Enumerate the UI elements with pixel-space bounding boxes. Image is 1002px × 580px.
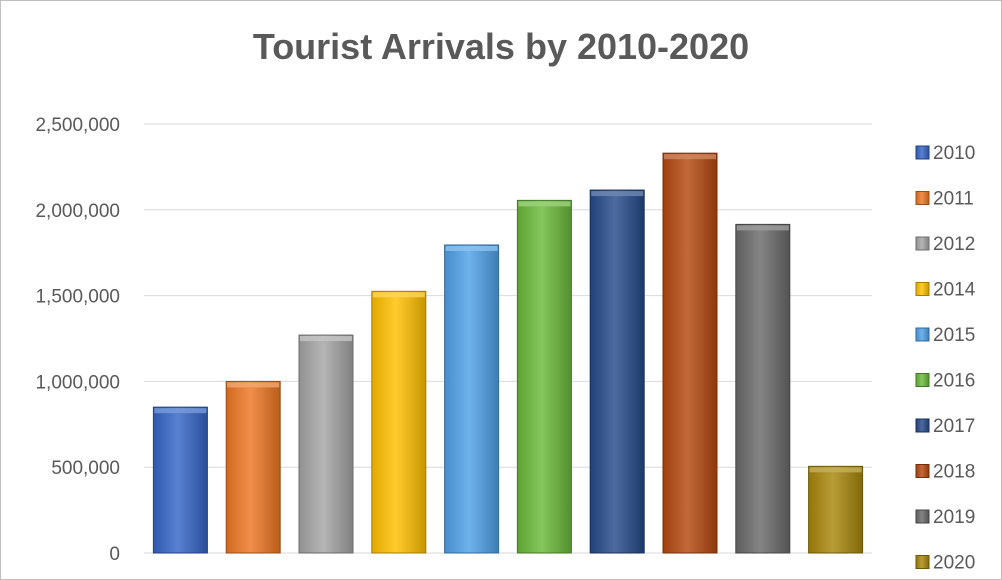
bar-bevel bbox=[736, 225, 789, 231]
bar-2018 bbox=[662, 152, 718, 554]
legend-swatch bbox=[915, 464, 930, 478]
bar bbox=[444, 244, 500, 554]
legend-label: 2010 bbox=[933, 143, 975, 164]
bar-bevel bbox=[154, 408, 207, 414]
bar-bevel bbox=[227, 382, 280, 388]
y-tick-label: 2,500,000 bbox=[35, 115, 120, 136]
legend-swatch bbox=[915, 236, 930, 251]
legend-label: 2014 bbox=[933, 280, 976, 301]
bar-2020 bbox=[808, 465, 864, 554]
bar-bevel bbox=[372, 292, 425, 298]
legend-item: 2017 bbox=[915, 416, 975, 437]
bar-2010 bbox=[152, 406, 208, 554]
legend-label: 2015 bbox=[933, 325, 975, 346]
bar bbox=[735, 223, 791, 554]
legend-swatch bbox=[915, 555, 930, 569]
bar bbox=[298, 334, 354, 554]
legend-item: 2016 bbox=[915, 371, 975, 392]
bar bbox=[589, 189, 645, 554]
bar bbox=[808, 465, 864, 554]
y-tick-label: 1,500,000 bbox=[35, 287, 120, 308]
legend-item: 2012 bbox=[915, 234, 975, 255]
bar-bevel bbox=[445, 245, 498, 251]
bar-2015 bbox=[444, 244, 500, 554]
y-tick-label: 2,000,000 bbox=[35, 201, 120, 222]
legend-label: 2016 bbox=[933, 371, 975, 392]
bar-2012 bbox=[298, 334, 354, 554]
bar-2016 bbox=[516, 199, 572, 554]
legend-label: 2020 bbox=[933, 553, 975, 574]
y-tick-label: 0 bbox=[109, 544, 120, 565]
legend-item: 2010 bbox=[915, 143, 975, 164]
bar-bevel bbox=[591, 191, 644, 197]
legend-swatch bbox=[915, 282, 930, 296]
bar bbox=[371, 290, 427, 554]
legend-item: 2018 bbox=[915, 462, 975, 483]
bar bbox=[662, 152, 718, 554]
bar bbox=[225, 380, 281, 554]
legend-label: 2019 bbox=[933, 507, 975, 528]
bar-bevel bbox=[809, 467, 862, 473]
legend-item: 2019 bbox=[915, 507, 975, 528]
bar-bevel bbox=[664, 154, 716, 160]
chart-title: Tourist Arrivals by 2010-2020 bbox=[252, 26, 750, 67]
y-tick-label: 1,000,000 bbox=[35, 372, 120, 393]
bar-bevel bbox=[300, 336, 352, 342]
bar-2011 bbox=[225, 380, 281, 554]
bar bbox=[516, 199, 572, 554]
legend-swatch bbox=[915, 145, 930, 160]
legend-item: 2015 bbox=[915, 325, 975, 346]
legend-label: 2011 bbox=[933, 189, 974, 210]
legend-swatch bbox=[915, 418, 930, 433]
legend-swatch bbox=[915, 327, 930, 342]
legend-label: 2018 bbox=[933, 462, 975, 483]
legend-item: 2011 bbox=[915, 189, 974, 210]
legend-swatch bbox=[915, 191, 930, 205]
legend-label: 2012 bbox=[933, 234, 975, 255]
bar-bevel bbox=[518, 201, 571, 207]
legend-swatch bbox=[915, 373, 930, 387]
bar-2014 bbox=[371, 290, 427, 554]
legend-label: 2017 bbox=[933, 416, 975, 437]
bar bbox=[152, 406, 208, 554]
bar-2017 bbox=[589, 189, 645, 554]
y-tick-label: 500,000 bbox=[51, 458, 120, 479]
legend-swatch bbox=[915, 509, 930, 524]
bar-2019 bbox=[735, 223, 791, 554]
legend-item: 2014 bbox=[915, 280, 976, 301]
legend-item: 2020 bbox=[915, 553, 975, 574]
